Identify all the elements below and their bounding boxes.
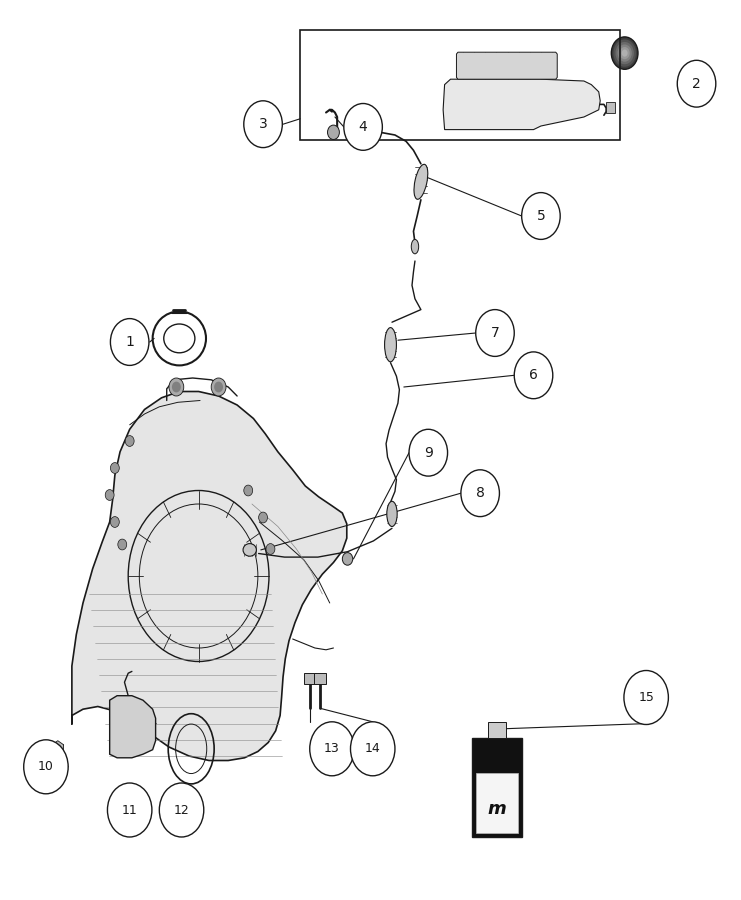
Text: 6: 6 [529, 368, 538, 382]
Text: 3: 3 [259, 117, 268, 131]
Circle shape [342, 553, 353, 565]
Polygon shape [72, 392, 347, 760]
Circle shape [244, 485, 253, 496]
Text: 11: 11 [122, 804, 138, 816]
Circle shape [328, 125, 339, 140]
Ellipse shape [164, 324, 195, 353]
Text: 5: 5 [536, 209, 545, 223]
Circle shape [616, 42, 634, 64]
Circle shape [211, 378, 226, 396]
Circle shape [259, 512, 268, 523]
Bar [488, 722, 506, 738]
Circle shape [214, 382, 223, 392]
Bar [472, 738, 522, 837]
Circle shape [617, 44, 632, 62]
Circle shape [24, 740, 68, 794]
Bar [606, 102, 615, 112]
Text: 14: 14 [365, 742, 381, 755]
Bar [476, 773, 518, 833]
Circle shape [125, 436, 134, 446]
Circle shape [344, 104, 382, 150]
Polygon shape [443, 79, 600, 130]
Circle shape [622, 50, 628, 57]
Ellipse shape [243, 544, 256, 556]
Circle shape [611, 37, 638, 69]
Text: 12: 12 [173, 804, 190, 816]
Circle shape [522, 193, 560, 239]
Polygon shape [110, 696, 156, 758]
Circle shape [614, 40, 636, 67]
Text: 9: 9 [424, 446, 433, 460]
Bar [304, 673, 316, 684]
Circle shape [110, 319, 149, 365]
Circle shape [118, 539, 127, 550]
Circle shape [677, 60, 716, 107]
Circle shape [619, 47, 630, 59]
Text: 10: 10 [38, 760, 54, 773]
Ellipse shape [411, 239, 419, 254]
Ellipse shape [414, 165, 428, 199]
Ellipse shape [385, 328, 396, 362]
Circle shape [624, 670, 668, 724]
Circle shape [514, 352, 553, 399]
Text: 7: 7 [491, 326, 499, 340]
Circle shape [244, 101, 282, 148]
Circle shape [172, 382, 181, 392]
Circle shape [350, 722, 395, 776]
Circle shape [169, 378, 184, 396]
Ellipse shape [387, 501, 397, 526]
Polygon shape [456, 52, 557, 79]
Circle shape [266, 544, 275, 554]
Circle shape [409, 429, 448, 476]
Circle shape [107, 783, 152, 837]
Circle shape [476, 310, 514, 356]
Text: 2: 2 [692, 76, 701, 91]
Circle shape [110, 517, 119, 527]
Bar [300, 30, 620, 140]
Text: 15: 15 [638, 691, 654, 704]
Circle shape [461, 470, 499, 517]
Text: 8: 8 [476, 486, 485, 500]
Circle shape [159, 783, 204, 837]
Circle shape [310, 722, 354, 776]
Text: 4: 4 [359, 120, 368, 134]
Text: m: m [488, 800, 507, 818]
Text: 1: 1 [125, 335, 134, 349]
Circle shape [110, 463, 119, 473]
Bar [314, 673, 326, 684]
Circle shape [105, 490, 114, 500]
Text: 13: 13 [324, 742, 340, 755]
Circle shape [47, 764, 56, 775]
